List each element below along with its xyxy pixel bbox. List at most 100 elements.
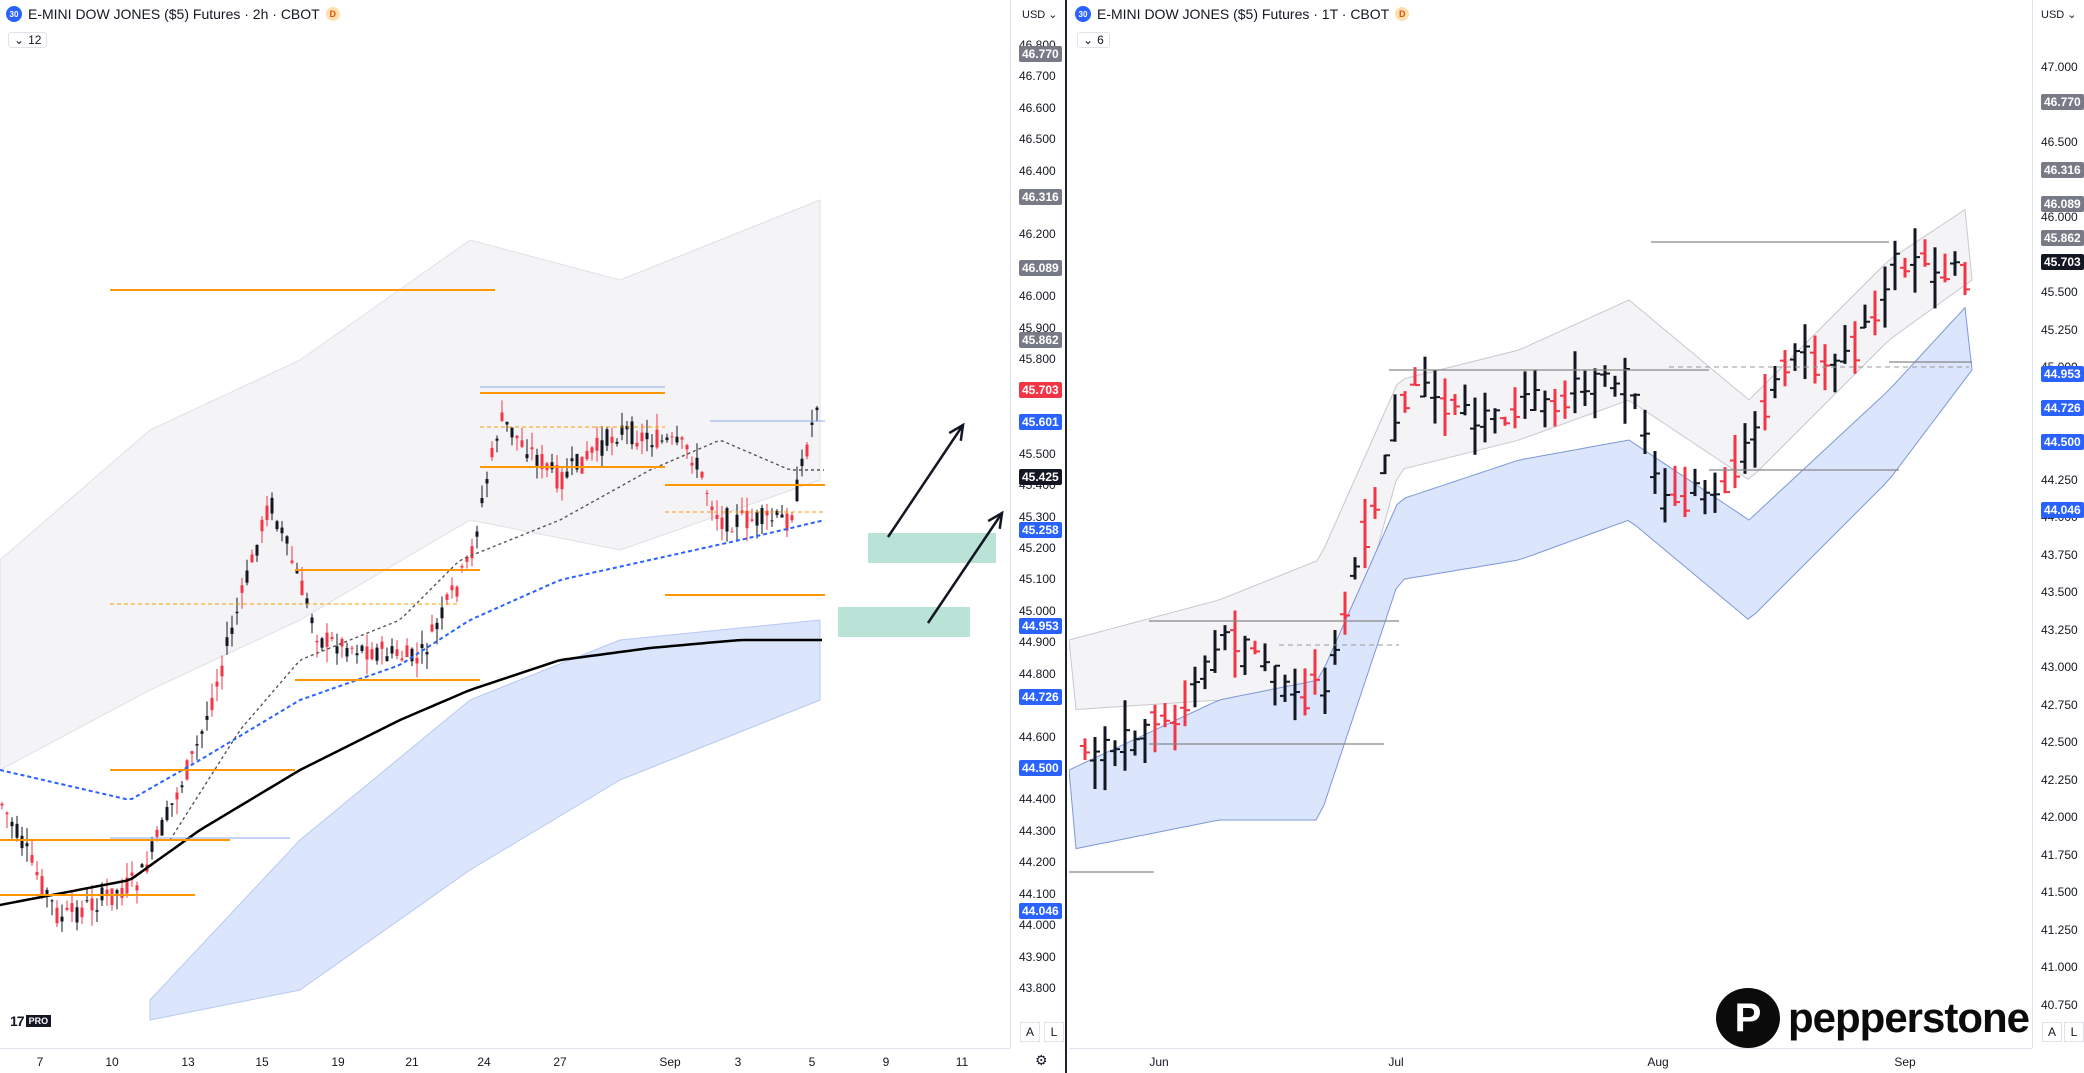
symbol-title[interactable]: E-MINI DOW JONES ($5) Futures · 1T · CBO…	[1097, 6, 1390, 22]
time-tick-label: 15	[255, 1055, 269, 1069]
price-level-badge: 44.953	[1019, 617, 1062, 634]
price-tick-label: 45.300	[1019, 509, 1056, 524]
candle-body	[685, 445, 689, 450]
price-tick-label: 44.000	[1019, 918, 1056, 933]
candle-body	[710, 506, 714, 511]
auto-scale-button[interactable]: A	[2042, 1022, 2062, 1042]
moving-average-grey	[169, 440, 824, 841]
time-tick-label: 10	[105, 1055, 119, 1069]
price-tick-label: 46.400	[1019, 163, 1056, 178]
candle-body	[290, 560, 294, 563]
currency-label: USD	[1022, 9, 1046, 21]
candle-body	[780, 514, 784, 518]
candle-body	[155, 829, 159, 837]
price-tick-label: 44.250	[2041, 472, 2078, 487]
time-axis[interactable]: Jun Jul Aug Sep	[1069, 1048, 2032, 1073]
candle-body	[135, 885, 139, 891]
time-tick-label: 3	[734, 1055, 742, 1069]
candle-body	[420, 644, 424, 649]
candle-body	[40, 876, 44, 896]
log-scale-button[interactable]: L	[1044, 1022, 1064, 1042]
price-level-badge: 45.862	[2041, 229, 2084, 246]
log-scale-button[interactable]: L	[2064, 1022, 2084, 1042]
currency-selector[interactable]: USD ⌄	[1022, 9, 1058, 21]
candle-body	[450, 585, 454, 591]
price-tick-label: 44.900	[1019, 635, 1056, 650]
candle-body	[20, 835, 24, 849]
candle-body	[480, 498, 484, 504]
price-tick-label: 44.300	[1019, 823, 1056, 838]
price-tick-label: 45.250	[2041, 322, 2078, 337]
candle-body	[315, 640, 319, 643]
indicators-toggle[interactable]: ⌄ 12	[8, 32, 48, 48]
candle-body	[400, 658, 404, 661]
chart-legend-header: 30 E-MINI DOW JONES ($5) Futures · 1T · …	[1075, 6, 1410, 22]
price-tick-label: 46.200	[1019, 226, 1056, 241]
candle-body	[105, 889, 109, 894]
candle-body	[475, 531, 479, 537]
price-tick-label: 45.500	[1019, 446, 1056, 461]
price-level-badge: 46.089	[2041, 195, 2084, 212]
candle-body	[630, 421, 634, 445]
candle-body	[325, 632, 329, 647]
candle-body	[230, 627, 234, 634]
candle-body	[560, 472, 564, 490]
candle-body	[535, 454, 539, 466]
chart-pane-1d[interactable]: 30 E-MINI DOW JONES ($5) Futures · 1T · …	[1069, 0, 2084, 1073]
price-level-badge: 46.770	[2041, 93, 2084, 110]
candle-body	[50, 900, 54, 902]
candle-body	[195, 744, 199, 746]
price-level-badge: 45.258	[1019, 521, 1062, 538]
price-tick-label: 45.800	[1019, 352, 1056, 367]
candle-body	[440, 607, 444, 619]
price-tick-label: 42.000	[2041, 810, 2078, 825]
candle-body	[415, 657, 419, 664]
candle-body	[575, 454, 579, 470]
candle-body	[130, 872, 134, 876]
candle-body	[35, 872, 39, 876]
price-level-badge: 45.425	[1019, 469, 1062, 486]
auto-scale-button[interactable]: A	[1020, 1022, 1040, 1042]
symbol-title[interactable]: E-MINI DOW JONES ($5) Futures · 2h · CBO…	[28, 6, 320, 22]
time-tick-label: Sep	[659, 1055, 681, 1069]
candle-body	[375, 647, 379, 661]
price-tick-label: 43.500	[2041, 585, 2078, 600]
price-tick-label: 46.000	[1019, 289, 1056, 304]
price-tick-label: 45.500	[2041, 285, 2078, 300]
candle-body	[10, 821, 14, 827]
candle-body	[15, 823, 19, 838]
candle-body	[180, 785, 184, 788]
candle-body	[350, 647, 354, 649]
time-tick-label: 11	[955, 1055, 969, 1069]
candle-body	[240, 585, 244, 593]
candle-body	[800, 458, 804, 467]
candle-body	[95, 910, 99, 912]
candle-body	[680, 437, 684, 440]
candle-body	[140, 864, 144, 868]
gear-icon[interactable]: ⚙	[1035, 1052, 1048, 1068]
currency-selector[interactable]: USD ⌄	[2041, 9, 2077, 21]
moving-average-black	[0, 638, 822, 907]
candle-body	[110, 888, 114, 905]
candle-body	[730, 531, 734, 533]
projection-arrowhead	[948, 422, 965, 442]
price-level-badge: 44.726	[1019, 688, 1062, 705]
price-tick-label: 42.750	[2041, 697, 2078, 712]
price-axis[interactable]: 46.800 46.700 46.600 46.500 46.400 46.200 46.0…	[1010, 0, 1065, 1048]
time-tick-label: 19	[331, 1055, 345, 1069]
time-tick-label: 5	[808, 1055, 816, 1069]
candle-body	[65, 907, 69, 910]
pro-badge: PRO	[25, 1015, 52, 1027]
indicators-toggle[interactable]: ⌄ 6	[1077, 32, 1110, 48]
candle-body	[665, 437, 669, 441]
chart-plot-2h[interactable]	[0, 0, 1010, 1048]
candle-body	[150, 841, 154, 852]
pepperstone-mark: P	[1716, 988, 1780, 1048]
candle-body	[0, 803, 4, 806]
chart-pane-2h[interactable]: 30 E-MINI DOW JONES ($5) Futures · 2h · …	[0, 0, 1067, 1073]
price-axis[interactable]: 47.00046.50046.00045.50045.25045.00044.2…	[2032, 0, 2084, 1048]
candle-body	[225, 637, 229, 646]
chart-plot-1d[interactable]	[1069, 0, 2032, 1048]
candle-body	[395, 649, 399, 656]
time-axis[interactable]: 7 10 13 15 19 21 24 27 Sep 3 5 9 11	[0, 1048, 1010, 1073]
